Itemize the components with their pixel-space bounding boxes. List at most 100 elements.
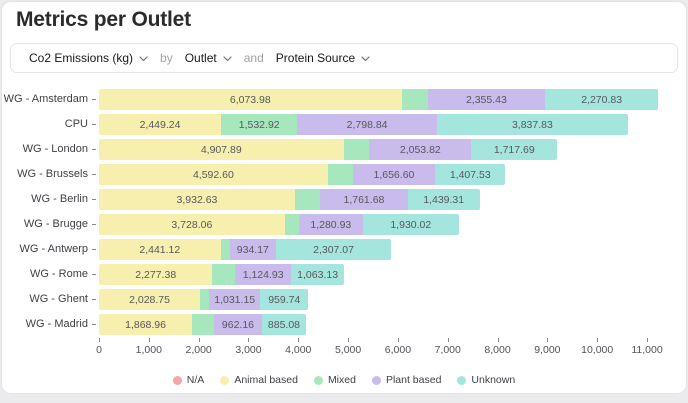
bar-segment-label: 1,407.53 — [449, 168, 491, 181]
bar-segment-unknown[interactable]: 1,930.02 — [362, 214, 459, 235]
bar-segment-animal-based[interactable]: 3,728.06 — [99, 214, 285, 235]
chart-row: WG - Madrid 1,868.96 962.16 885.08 — [2, 314, 686, 335]
page-title: Metrics per Outlet — [16, 8, 191, 31]
bar-segment-mixed[interactable] — [343, 139, 370, 160]
bar-segment-plant-based[interactable]: 1,031.15 — [209, 289, 261, 310]
bar-segment-plant-based[interactable]: 962.16 — [214, 314, 262, 335]
bar-segment-mixed[interactable] — [192, 314, 214, 335]
chevron-down-icon — [223, 55, 232, 61]
y-axis-tick — [92, 99, 96, 100]
outlet-label: WG - Brugge — [23, 218, 88, 230]
bar-segment-unknown[interactable]: 1,063.13 — [291, 264, 345, 285]
bar-segment-plant-based[interactable]: 1,761.68 — [320, 189, 408, 210]
legend-color-dot — [220, 375, 230, 385]
bar-segment-mixed[interactable] — [284, 214, 299, 235]
legend-item-n-a[interactable]: N/A — [172, 374, 205, 386]
legend-label: N/A — [186, 374, 205, 386]
bar-segment-animal-based[interactable]: 2,028.75 — [99, 289, 201, 310]
x-axis-tick-label: 6,000 — [384, 344, 412, 356]
legend-item-plant-based[interactable]: Plant based — [371, 374, 442, 386]
bar-segment-label: 3,932.63 — [176, 193, 218, 206]
bar-segment-label: 1,656.60 — [373, 168, 415, 181]
bar-segment-plant-based[interactable]: 2,798.84 — [297, 114, 437, 135]
bar-segment-animal-based[interactable]: 2,449.24 — [99, 114, 222, 135]
bar-segment-animal-based[interactable]: 2,441.12 — [99, 239, 221, 260]
y-axis-tick — [92, 174, 96, 175]
bar-segment-animal-based[interactable]: 4,907.89 — [99, 139, 344, 160]
bar-segment-unknown[interactable]: 2,270.83 — [545, 89, 659, 110]
bar-segment-plant-based[interactable]: 1,656.60 — [352, 164, 436, 185]
stacked-bar-chart: WG - Amsterdam 6,073.98 2,355.43 2,270.83 CP… — [2, 82, 686, 393]
y-axis-tick — [92, 249, 96, 250]
bar-segment-unknown[interactable]: 1,717.69 — [471, 139, 558, 160]
bar-stack: 3,728.06 1,280.93 1,930.02 — [99, 214, 459, 235]
bar-segment-label: 6,073.98 — [229, 93, 271, 106]
y-axis-tick — [92, 124, 96, 125]
bar-segment-mixed[interactable] — [401, 89, 428, 110]
outlet-label: WG - Rome — [29, 268, 88, 280]
outlet-label: WG - Berlin — [31, 193, 88, 205]
x-axis-tick-label: 8,000 — [484, 344, 511, 356]
bar-segment-label: 1,868.96 — [125, 318, 166, 331]
bar-segment-animal-based[interactable]: 1,868.96 — [99, 314, 193, 335]
x-axis-tick-label: 9,000 — [534, 344, 561, 356]
bar-segment-mixed[interactable] — [212, 264, 236, 285]
bar-segment-plant-based[interactable]: 1,280.93 — [298, 214, 363, 235]
split-by-dropdown[interactable]: Protein Source — [268, 44, 378, 72]
outlet-label: CPU — [64, 118, 88, 130]
bar-segment-unknown[interactable]: 1,407.53 — [435, 164, 506, 185]
chart-row: WG - Brussels 4,592.60 1,656.60 1,407.53 — [2, 164, 686, 185]
outlet-label: WG - Amsterdam — [3, 93, 88, 105]
bar-segment-unknown[interactable]: 2,307.07 — [276, 239, 392, 260]
legend-item-unknown[interactable]: Unknown — [457, 374, 515, 386]
outlet-label: WG - Ghent — [29, 293, 88, 305]
legend-item-mixed[interactable]: Mixed — [313, 374, 356, 386]
bar-segment-mixed[interactable] — [294, 189, 321, 210]
bar-segment-unknown[interactable]: 3,837.83 — [436, 114, 628, 135]
bar-segment-plant-based[interactable]: 2,355.43 — [427, 89, 546, 110]
bar-segment-plant-based[interactable]: 1,124.93 — [235, 264, 292, 285]
x-axis-tick-label: 11,000 — [631, 344, 663, 356]
bar-segment-animal-based[interactable]: 4,592.60 — [99, 164, 328, 185]
x-axis-tick — [397, 338, 399, 342]
bar-stack: 4,592.60 1,656.60 1,407.53 — [99, 164, 506, 185]
bar-segment-animal-based[interactable]: 2,277.38 — [99, 264, 213, 285]
x-axis-tick — [198, 338, 200, 342]
bar-segment-mixed[interactable] — [220, 239, 230, 260]
bar-segment-animal-based[interactable]: 3,932.63 — [99, 189, 295, 210]
x-axis-tick — [99, 338, 100, 342]
y-axis-tick — [92, 199, 96, 200]
x-axis-tick — [447, 338, 449, 342]
y-axis-tick — [92, 224, 96, 225]
bar-segment-plant-based[interactable]: 934.17 — [229, 239, 277, 260]
bar-segment-mixed[interactable] — [200, 289, 210, 310]
legend-color-dot — [172, 375, 182, 385]
bar-segment-label: 1,063.13 — [297, 268, 339, 281]
chart-row: WG - Amsterdam 6,073.98 2,355.43 2,270.83 — [2, 89, 686, 110]
x-axis-tick — [298, 338, 300, 342]
bar-segment-label: 1,761.68 — [343, 193, 385, 206]
bar-segment-unknown[interactable]: 959.74 — [260, 289, 309, 310]
x-axis-tick-label: 2,000 — [185, 344, 212, 356]
bar-segment-plant-based[interactable]: 2,053.82 — [369, 139, 472, 160]
bar-segment-mixed[interactable] — [327, 164, 353, 185]
bar-segment-mixed[interactable]: 1,532.92 — [221, 114, 298, 135]
metric-dropdown-label: Co2 Emissions (kg) — [29, 51, 134, 65]
bar-segment-label: 3,837.83 — [511, 118, 553, 131]
bar-segment-label: 2,270.83 — [581, 93, 623, 106]
and-connector-label: and — [243, 51, 264, 65]
legend-label: Plant based — [385, 374, 442, 386]
bar-segment-animal-based[interactable]: 6,073.98 — [99, 89, 402, 110]
legend-label: Unknown — [471, 374, 516, 386]
legend-item-animal-based[interactable]: Animal based — [220, 374, 298, 386]
bar-segment-unknown[interactable]: 1,439.31 — [407, 189, 480, 210]
group-by-dropdown[interactable]: Outlet — [177, 44, 240, 72]
y-axis-tick — [92, 324, 96, 325]
x-axis-tick-label: 0 — [96, 344, 102, 356]
x-axis-tick-label: 4,000 — [285, 344, 312, 356]
metric-controls-bar: Co2 Emissions (kg) by Outlet and Protein… — [10, 43, 678, 73]
bar-segment-unknown[interactable]: 885.08 — [261, 314, 306, 335]
legend-color-dot — [313, 375, 323, 385]
metric-dropdown[interactable]: Co2 Emissions (kg) — [21, 44, 156, 72]
y-axis-tick — [92, 149, 96, 150]
